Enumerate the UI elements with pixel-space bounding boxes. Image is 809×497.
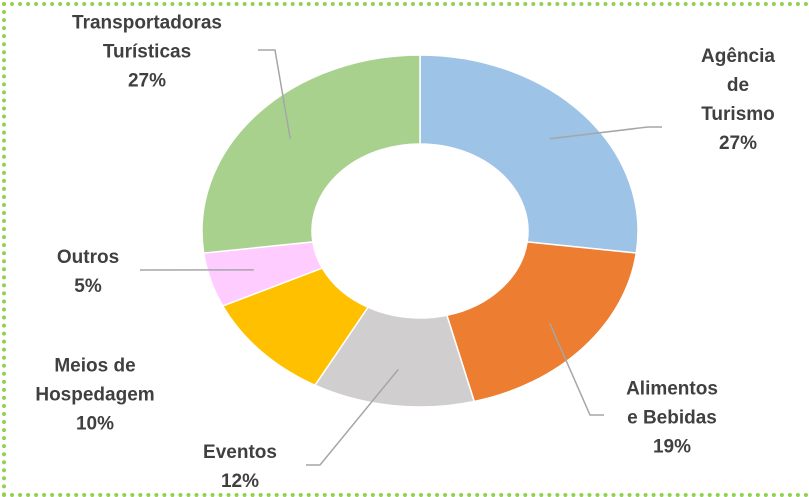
value-label: 12%: [203, 467, 277, 496]
donut-slice: [447, 242, 636, 402]
category-label: Eventos: [203, 442, 277, 463]
slice-label: Alimentos e Bebidas 19%: [626, 375, 718, 462]
slice-label: Transportadoras Turísticas 27%: [72, 9, 222, 96]
slice-label: Meios de Hospedagem 10%: [35, 352, 154, 439]
category-label: Alimentos e Bebidas: [626, 379, 718, 429]
value-label: 27%: [701, 129, 775, 158]
donut-slice: [420, 55, 638, 253]
category-label: Outros: [57, 247, 119, 268]
category-label: Transportadoras Turísticas: [72, 13, 222, 63]
slice-label: Agência de Turismo 27%: [701, 42, 775, 158]
category-label: Agência de Turismo: [701, 46, 775, 125]
value-label: 5%: [57, 272, 119, 301]
donut-slice: [202, 55, 420, 253]
value-label: 19%: [626, 433, 718, 462]
value-label: 27%: [72, 67, 222, 96]
slice-label: Outros 5%: [57, 243, 119, 301]
slice-label: Eventos 12%: [203, 438, 277, 496]
value-label: 10%: [35, 410, 154, 439]
category-label: Meios de Hospedagem: [35, 356, 154, 406]
